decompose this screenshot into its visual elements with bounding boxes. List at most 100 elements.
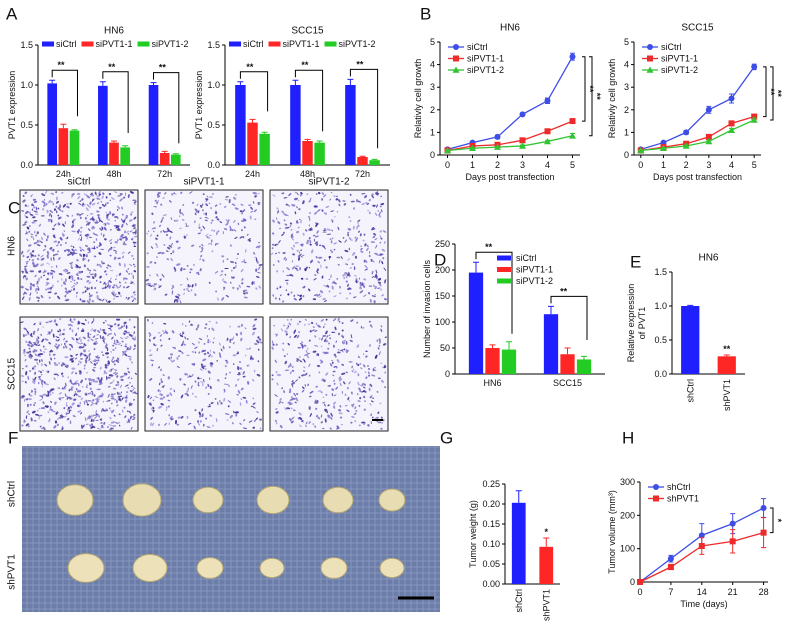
- cell: [310, 321, 314, 325]
- cell: [359, 290, 364, 294]
- cell: [79, 298, 82, 301]
- cell: [94, 416, 97, 420]
- cell: [359, 363, 362, 365]
- cell: [153, 343, 156, 347]
- cell: [67, 253, 71, 256]
- cell: [76, 213, 79, 216]
- cell: [288, 193, 292, 197]
- cell: [300, 256, 303, 258]
- cell: [93, 317, 95, 321]
- cell: [153, 283, 157, 286]
- x-tick-label: 24h: [245, 169, 260, 179]
- cell: [250, 355, 253, 359]
- tumor: [192, 486, 224, 514]
- cell: [70, 263, 73, 266]
- cell: [43, 232, 46, 236]
- cell: [65, 291, 70, 295]
- cell: [237, 253, 239, 255]
- cell: [23, 350, 26, 354]
- cell: [29, 211, 31, 215]
- cell: [207, 339, 210, 342]
- cell: [154, 261, 157, 264]
- cell: [156, 273, 159, 277]
- cell: [48, 291, 52, 294]
- cell: [291, 416, 295, 420]
- cell: [183, 292, 186, 295]
- cell: [304, 268, 307, 272]
- legend-label: shPVT1: [667, 494, 699, 504]
- x-tick-label: 0: [445, 160, 450, 170]
- cell: [102, 354, 105, 357]
- cell: [89, 416, 93, 418]
- cell: [118, 413, 121, 416]
- cell: [57, 338, 60, 342]
- cell: [127, 268, 129, 270]
- cell: [335, 198, 339, 201]
- legend-swatch: [42, 41, 54, 47]
- cell: [47, 390, 51, 393]
- cell: [93, 241, 96, 244]
- cell: [97, 398, 100, 401]
- row-label: shPVT1: [7, 554, 18, 590]
- y-tick-label: 250: [435, 239, 450, 249]
- cell: [103, 342, 106, 344]
- cell: [197, 420, 199, 423]
- cell: [189, 375, 192, 378]
- cell: [132, 274, 135, 280]
- cell: [291, 237, 294, 241]
- cell: [27, 205, 29, 208]
- cell: [101, 203, 106, 207]
- cell: [125, 214, 128, 218]
- error-bar: [347, 78, 354, 85]
- cell: [305, 229, 308, 232]
- cell: [112, 425, 117, 427]
- y-tick-label: 3: [430, 82, 435, 92]
- cell: [58, 333, 62, 336]
- tumor: [196, 557, 224, 579]
- cell: [105, 211, 107, 214]
- significance-bracket: [475, 251, 513, 334]
- cell: [185, 234, 188, 236]
- cell: [228, 346, 231, 349]
- cell: [71, 275, 74, 279]
- y-tick-label: 5: [430, 37, 435, 47]
- cell: [306, 352, 311, 355]
- cell: [179, 208, 182, 212]
- cell: [53, 234, 56, 236]
- cell: [116, 209, 119, 211]
- cell: [58, 208, 62, 212]
- cell: [337, 226, 340, 231]
- cell: [179, 378, 182, 381]
- cell: [54, 292, 58, 295]
- cell: [132, 263, 135, 266]
- cell: [38, 353, 44, 356]
- cell: [256, 373, 261, 377]
- cell: [93, 255, 97, 258]
- tumor: [132, 553, 168, 583]
- marker: [469, 144, 476, 152]
- cell: [58, 361, 61, 365]
- cell: [61, 375, 64, 378]
- cell: [28, 230, 31, 234]
- cell: [159, 334, 163, 337]
- cell: [174, 219, 176, 222]
- cell: [325, 331, 328, 335]
- cell: [129, 357, 132, 361]
- panel-label: F: [8, 429, 18, 448]
- cell: [93, 394, 96, 397]
- cell: [35, 263, 39, 267]
- cell: [65, 340, 67, 343]
- cell: [286, 267, 290, 271]
- cell: [42, 345, 45, 348]
- cell: [75, 357, 78, 360]
- cell: [39, 321, 42, 323]
- cell: [71, 367, 76, 370]
- cell: [323, 338, 327, 342]
- cell: [217, 230, 220, 233]
- cell: [201, 203, 204, 207]
- cell: [369, 211, 371, 215]
- cell: [63, 387, 67, 390]
- cell: [42, 369, 44, 372]
- cell: [160, 230, 163, 233]
- cell: [300, 243, 304, 247]
